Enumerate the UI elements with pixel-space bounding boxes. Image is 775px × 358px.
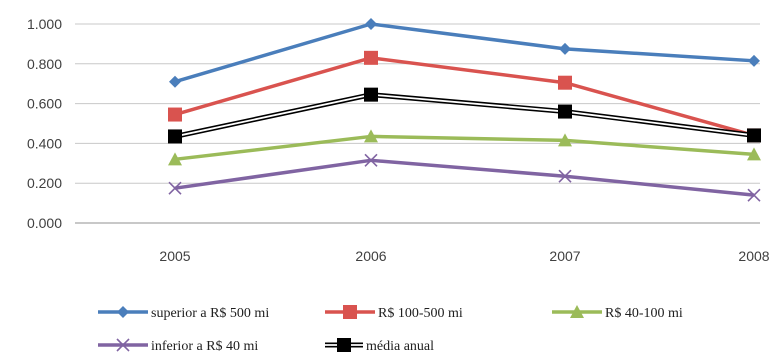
x-tick-label: 2005: [159, 248, 190, 264]
legend-item: superior a R$ 500 mi: [98, 306, 269, 321]
legend-item: R$ 100-500 mi: [325, 305, 463, 321]
legend-item: inferior a R$ 40 mi: [98, 338, 258, 354]
data-point: [558, 133, 572, 147]
data-point: [168, 129, 182, 144]
legend-label: R$ 40-100 mi: [605, 306, 683, 321]
data-point: [168, 107, 182, 122]
data-point: [169, 75, 181, 88]
legend-marker: [117, 306, 129, 318]
series-line-inner: [174, 93, 755, 138]
data-point: [748, 54, 760, 67]
series-line: [174, 134, 755, 162]
data-point: [168, 181, 182, 195]
legend-label: R$ 100-500 mi: [378, 306, 463, 321]
x-tick-label: 2008: [738, 248, 769, 264]
data-point: [364, 153, 378, 167]
data-point: [168, 152, 182, 166]
legend-marker: [116, 338, 130, 352]
x-tick-label: 2007: [549, 248, 580, 264]
legend-item: R$ 40-100 mi: [552, 305, 683, 321]
data-point: [747, 128, 761, 143]
legend-label: inferior a R$ 40 mi: [151, 339, 258, 354]
data-point: [365, 18, 377, 30]
series-3: [168, 129, 761, 166]
series-5: [168, 87, 761, 144]
data-point: [558, 75, 572, 90]
series-line: [174, 158, 755, 197]
series-lines: [168, 18, 761, 202]
data-point: [364, 87, 378, 102]
series-line: [174, 92, 755, 139]
y-tick-label: 0.800: [27, 56, 62, 72]
legend-label: superior a R$ 500 mi: [151, 306, 269, 321]
series-line: [174, 22, 755, 84]
series-2: [168, 50, 761, 143]
data-point: [364, 50, 378, 65]
legend-item: média anual: [325, 338, 434, 354]
legend: superior a R$ 500 mi R$ 100-500 mi R$ 40-1…: [98, 305, 683, 354]
legend-marker: [343, 305, 357, 319]
legend-marker: [337, 338, 351, 352]
data-point: [364, 129, 378, 143]
series-4: [168, 153, 761, 202]
data-point: [558, 104, 572, 119]
legend-marker: [570, 305, 584, 318]
x-axis-tick-labels: 2005 2006 2007 2008: [159, 248, 769, 264]
y-tick-label: 0.000: [27, 215, 62, 231]
series-line: [174, 56, 755, 138]
data-point: [558, 169, 572, 183]
x-tick-label: 2006: [355, 248, 386, 264]
y-tick-label: 0.600: [27, 96, 62, 112]
data-point: [747, 188, 761, 202]
series-1: [169, 18, 760, 88]
y-tick-label: 1.000: [27, 16, 62, 32]
y-tick-label: 0.400: [27, 135, 62, 151]
y-tick-label: 0.200: [27, 175, 62, 191]
legend-label: média anual: [366, 339, 434, 354]
data-point: [559, 42, 571, 55]
data-point: [747, 147, 761, 161]
y-axis-tick-labels: 0.000 0.200 0.400 0.600 0.800 1.000: [27, 16, 62, 231]
